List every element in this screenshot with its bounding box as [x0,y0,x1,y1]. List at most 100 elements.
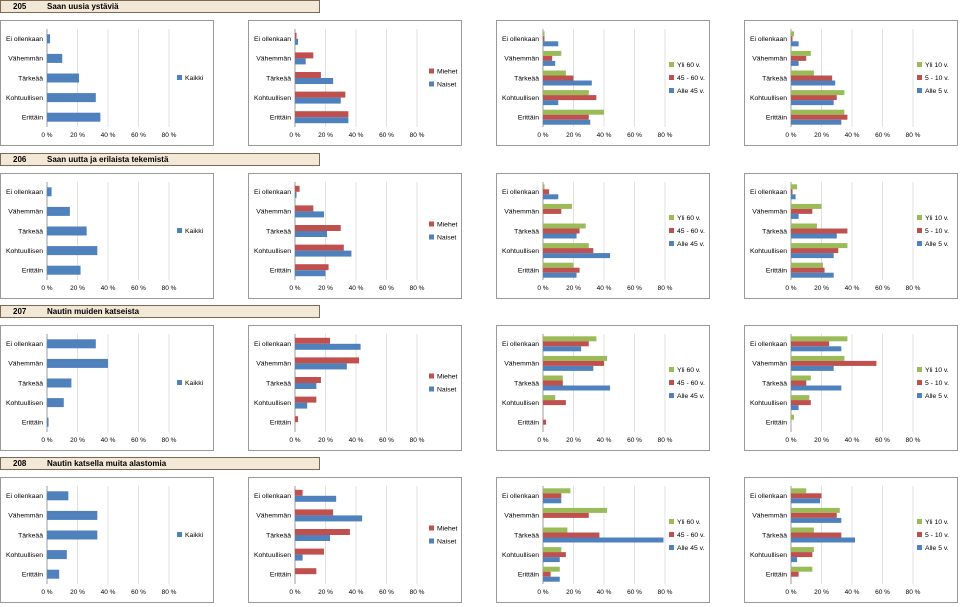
bar [791,547,814,553]
legend-swatch [429,373,434,379]
x-tick-label: 40 % [101,589,116,596]
chart-panel-205-gender: 0 % 20 % 40 % 60 % 80 % Ei ollenkaan Vähemmän T… [248,20,462,146]
x-tick-label: 0 % [289,589,300,596]
bar [295,343,361,350]
bar [791,552,813,558]
section-number: 206 [13,155,27,164]
bar [543,336,597,342]
bar [791,557,798,563]
category-label: Tärkeää [18,380,43,387]
legend-swatch [669,228,674,233]
x-tick-label: 60 % [379,132,394,139]
bar [791,375,811,381]
section-header-206: 206 Saan uutta ja erilaista tekemistä [0,153,320,166]
bar [791,537,856,543]
x-tick-label: 20 % [566,437,581,444]
bar [47,491,69,501]
bar [295,205,314,212]
bar [543,109,604,115]
bar [543,360,604,366]
bar [47,246,98,256]
category-label: Kohtuullisen [254,400,291,407]
legend-label: Alle 5 v. [925,393,949,400]
bar [295,91,346,98]
bar [791,498,820,504]
bar [295,58,306,65]
category-label: Kohtuullisen [254,95,291,102]
bar [543,272,577,278]
x-tick-label: 60 % [627,437,642,444]
bar [791,70,814,76]
x-tick-label: 20 % [566,285,581,292]
bar [543,385,611,391]
category-label: Tärkeää [266,75,291,82]
x-tick-label: 40 % [845,285,860,292]
x-tick-label: 0 % [41,589,52,596]
legend-swatch [917,88,922,93]
legend-label: Alle 45 v. [677,88,705,95]
bar [543,512,589,518]
bar [543,233,577,239]
bar [543,346,582,352]
bar [543,114,589,120]
category-label: Tärkeää [514,532,539,539]
bar-chart: 0 % 20 % 40 % 60 % 80 % Ei ollenkaan Vähemmän T… [6,334,204,444]
bar [295,363,347,370]
legend-label: Kaikki [185,75,204,82]
bar [791,346,842,352]
x-tick-label: 0 % [289,437,300,444]
category-label: Ei ollenkaan [502,341,539,348]
legend-swatch [917,545,922,550]
category-label: Ei ollenkaan [750,493,787,500]
bar [543,380,563,386]
x-tick-label: 40 % [349,132,364,139]
bar-chart: 0 % 20 % 40 % 60 % 80 % Ei ollenkaan Vähemmän T… [502,486,705,596]
x-tick-label: 80 % [658,589,673,596]
bar [791,95,837,101]
bar [791,119,842,125]
legend-swatch [429,386,434,392]
category-label: Erittäin [22,268,43,275]
chart-panel-208-total: 0 % 20 % 40 % 60 % 80 % Ei ollenkaan Vähemmän T… [0,477,214,603]
bar [295,78,334,84]
bar [543,532,600,538]
legend-swatch [917,75,922,80]
bar [295,554,303,561]
bar [791,414,795,420]
legend-label: 5 - 10 v. [925,532,949,539]
category-label: Ei ollenkaan [750,36,787,43]
legend-swatch [669,88,674,93]
bar [295,495,337,502]
x-tick-label: 80 % [162,285,177,292]
bar [791,267,825,273]
bar [295,515,363,522]
bar [47,73,80,83]
bar [543,90,589,96]
bar [791,60,799,66]
bar [543,208,562,214]
bar [543,488,571,494]
legend-label: Alle 45 v. [677,241,705,248]
legend-label: Yli 60 v. [677,367,701,374]
bar [543,498,562,504]
category-label: Erittäin [766,420,787,427]
x-tick-label: 20 % [814,437,829,444]
bar [47,112,101,122]
bar [543,552,566,558]
bar [543,400,566,406]
bar [791,194,796,200]
x-tick-label: 40 % [597,285,612,292]
chart-panel-207-age: 0 % 20 % 40 % 60 % 80 % Ei ollenkaan Vähemmän T… [496,325,710,451]
chart-panel-208-gender: 0 % 20 % 40 % 60 % 80 % Ei ollenkaan Vähemmän T… [248,477,462,603]
bar [47,53,63,63]
category-label: Vähemmän [256,513,291,520]
bar [295,535,331,541]
legend-label: 5 - 10 v. [925,380,949,387]
legend-swatch [669,545,674,550]
x-tick-label: 80 % [162,437,177,444]
x-tick-label: 60 % [627,589,642,596]
legend-label: Alle 5 v. [925,241,949,248]
x-tick-label: 20 % [318,437,333,444]
bar [791,114,848,120]
bar [295,117,349,124]
